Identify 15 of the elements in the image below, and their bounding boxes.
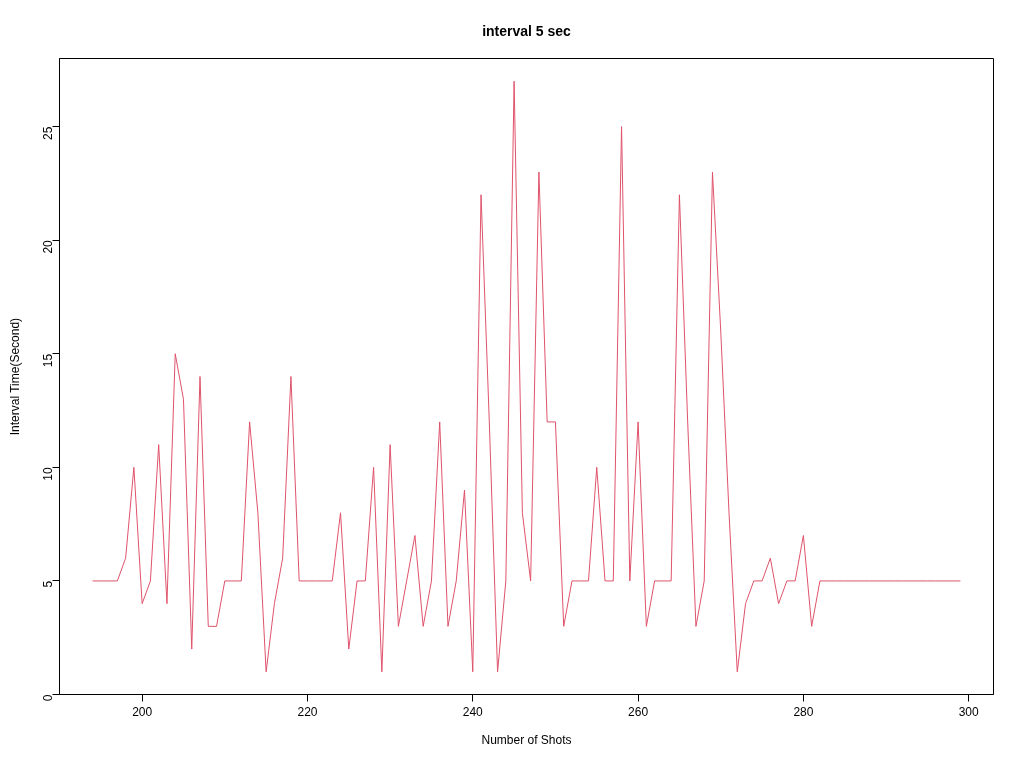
y-tick-label: 25 (41, 126, 55, 140)
y-tick-label: 10 (41, 467, 55, 481)
x-tick-label: 200 (132, 704, 153, 719)
x-tick-label: 260 (628, 704, 649, 719)
y-tick-label: 5 (41, 580, 55, 588)
x-tick-label: 240 (462, 704, 484, 719)
y-tick-label: 15 (41, 353, 55, 368)
x-axis-title: Number of Shots (481, 732, 572, 747)
y-axis-title: Interval Time(Second) (7, 317, 22, 436)
y-tick-label: 20 (41, 239, 55, 254)
x-tick-label: 280 (793, 704, 814, 719)
x-tick-label: 300 (958, 704, 980, 719)
chart-title: interval 5 sec (482, 22, 572, 39)
x-tick-label: 220 (297, 704, 318, 719)
y-tick-label: 0 (41, 694, 55, 702)
